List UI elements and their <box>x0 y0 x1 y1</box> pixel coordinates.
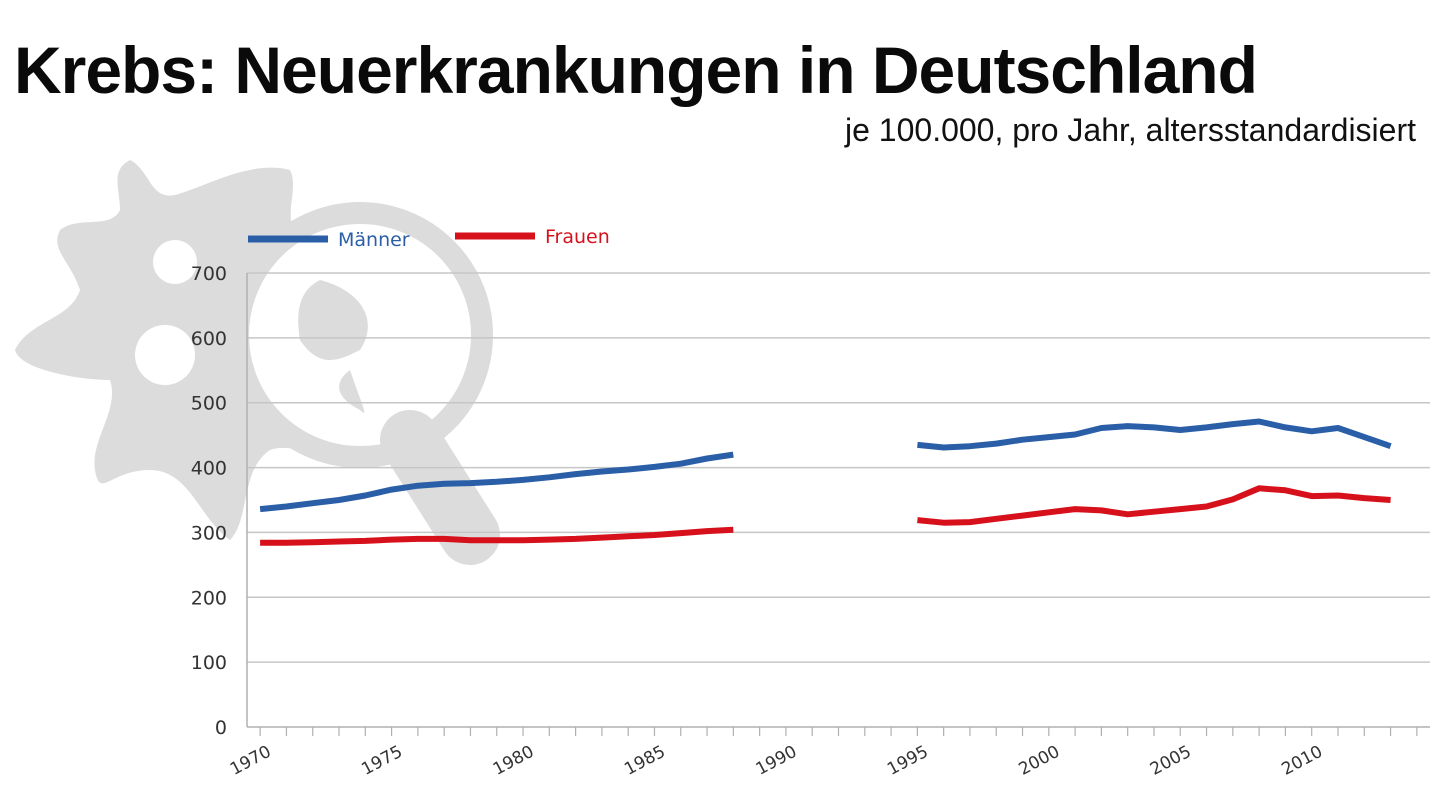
legend: Männer Frauen <box>248 226 610 251</box>
y-tick-label: 700 <box>191 263 227 285</box>
y-tick-label: 600 <box>191 328 227 350</box>
y-tick-label: 500 <box>191 393 227 415</box>
x-tick-label: 1995 <box>884 742 932 780</box>
series-line-frauen-1 <box>917 485 1391 526</box>
x-tick-label: 1985 <box>621 742 669 780</box>
x-tick-label: 2000 <box>1016 742 1064 780</box>
cell-hole <box>135 325 195 385</box>
lens-ring <box>227 202 493 468</box>
lens-inner-shape <box>298 280 368 360</box>
series-line-frauen-0 <box>260 526 734 546</box>
y-tick-label: 0 <box>215 717 227 739</box>
axes <box>246 273 1418 736</box>
x-tick-label: 2010 <box>1278 742 1326 780</box>
page-title: Krebs: Neuerkrankungen in Deutschland <box>14 33 1258 107</box>
x-tick-label: 1990 <box>753 742 801 780</box>
y-tick-label: 200 <box>191 587 227 609</box>
x-axis-labels: 1970 1975 1980 1985 1990 1995 2000 2005 2010 <box>227 742 1326 780</box>
y-tick-label: 300 <box>191 522 227 544</box>
x-tick-label: 2005 <box>1147 742 1195 780</box>
series-lines <box>259 418 1392 546</box>
x-tick-label: 1970 <box>227 742 275 780</box>
y-tick-label: 100 <box>191 652 227 674</box>
legend-label: Männer <box>338 229 410 251</box>
y-tick-label: 400 <box>191 458 227 480</box>
legend-label: Frauen <box>545 226 610 248</box>
series-line-maenner-1 <box>917 418 1392 451</box>
cancer-cell-magnifier-icon <box>15 160 500 565</box>
cell-hole <box>153 240 197 284</box>
y-axis-labels: 0 100 200 300 400 500 600 700 <box>191 263 227 739</box>
lens-inner-shape <box>339 370 365 413</box>
page-subtitle: je 100.000, pro Jahr, altersstandardisie… <box>845 112 1416 148</box>
x-tick-label: 1980 <box>490 742 538 780</box>
series-line-maenner-0 <box>259 451 734 513</box>
magnifier-handle <box>380 410 500 565</box>
x-tick-label: 1975 <box>358 742 406 780</box>
